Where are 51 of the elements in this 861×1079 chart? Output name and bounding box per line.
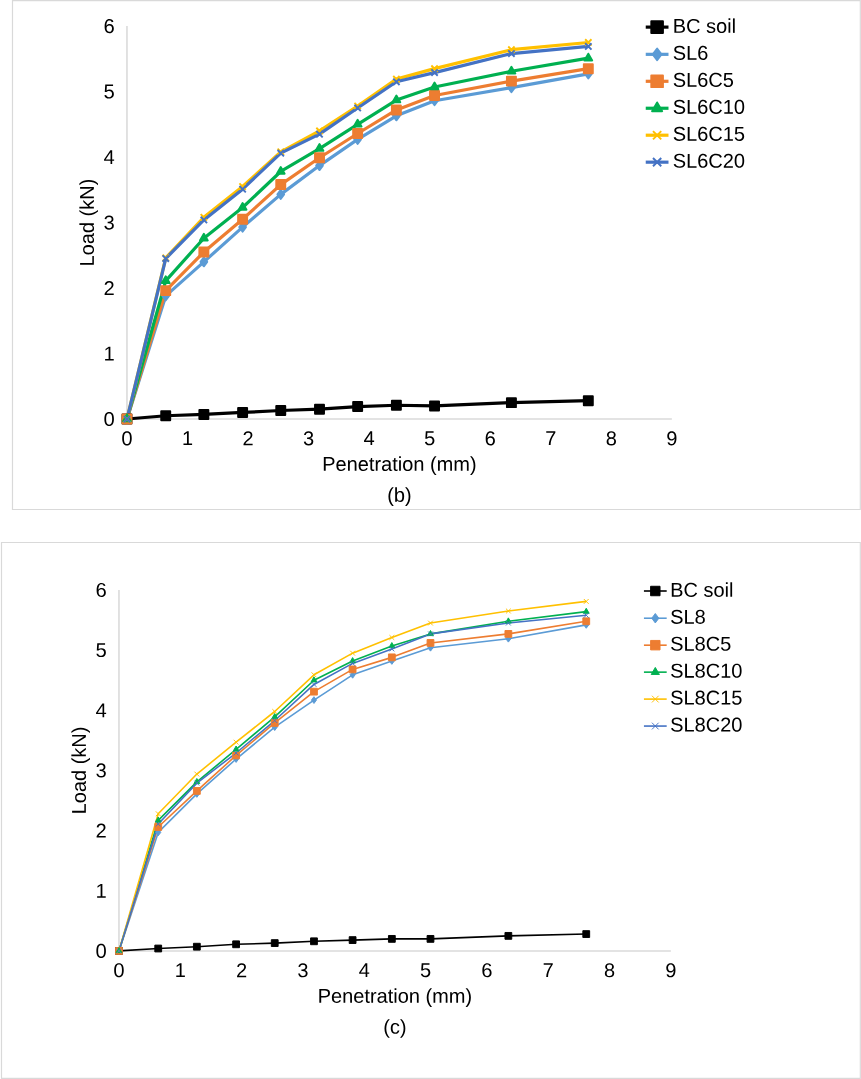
x-tick-label: 5 <box>424 431 435 446</box>
y-tick-label: 4 <box>96 703 107 718</box>
legend-label: SL8C20 <box>671 717 742 732</box>
x-tick-label: 9 <box>667 431 677 446</box>
legend-label: SL6C10 <box>673 99 745 114</box>
x-tick-label: 9 <box>666 963 676 978</box>
y-tick-label: 6 <box>96 582 106 598</box>
x-tick-label: 5 <box>420 963 431 978</box>
y-tick-label: 0 <box>96 943 106 958</box>
x-tick-label: 4 <box>364 431 375 446</box>
y-tick-label: 5 <box>96 643 106 658</box>
y-tick-label: 1 <box>97 883 106 898</box>
legend-label: BC soil <box>671 582 733 597</box>
y-tick-label: 0 <box>104 411 114 427</box>
legend-label: SL6C5 <box>673 72 734 87</box>
x-tick-label: 1 <box>176 963 185 977</box>
x-tick-label: 6 <box>482 963 492 978</box>
legend-label: SL6C20 <box>673 153 745 168</box>
x-tick-label: 3 <box>298 963 308 978</box>
text: (b) <box>388 487 411 506</box>
y-tick-label: 2 <box>96 823 106 838</box>
legend-label: SL8C15 <box>671 690 742 705</box>
legend-label: SL6C15 <box>673 126 745 141</box>
x-tick-label: 1 <box>183 431 193 446</box>
y-tick-label: 3 <box>104 215 114 230</box>
x-tick-label: 8 <box>606 431 617 446</box>
y-tick-label: 3 <box>96 763 106 778</box>
y-tick-label: 1 <box>105 346 114 361</box>
x-tick-label: 0 <box>122 431 132 446</box>
legend-label: SL8C5 <box>671 636 731 651</box>
x-tick-label: 4 <box>359 963 370 977</box>
x-tick-label: 2 <box>237 963 247 978</box>
y-tick-label: 5 <box>104 84 114 99</box>
y-axis-title: Load (kN) <box>71 727 91 813</box>
legend-label: SL6 <box>673 45 708 61</box>
x-tick-label: 8 <box>604 963 615 978</box>
x-tick-label: 3 <box>303 431 314 446</box>
y-tick-label: 2 <box>104 281 114 296</box>
x-tick-label: 7 <box>543 963 553 977</box>
legend-label: SL8 <box>671 609 705 624</box>
x-tick-label: 6 <box>485 431 495 446</box>
text: (c) <box>384 1019 406 1038</box>
y-tick-label: 4 <box>104 150 115 164</box>
y-axis-title: Load (kN) <box>79 179 99 265</box>
x-tick-label: 7 <box>546 431 556 446</box>
x-axis-title: Penetration (mm) <box>323 456 476 475</box>
y-tick-label: 6 <box>104 19 114 34</box>
legend-label: SL8C10 <box>671 663 742 678</box>
x-axis-title: Penetration (mm) <box>319 988 471 1007</box>
legend-label: BC soil <box>674 18 735 34</box>
x-tick-label: 2 <box>243 431 253 446</box>
